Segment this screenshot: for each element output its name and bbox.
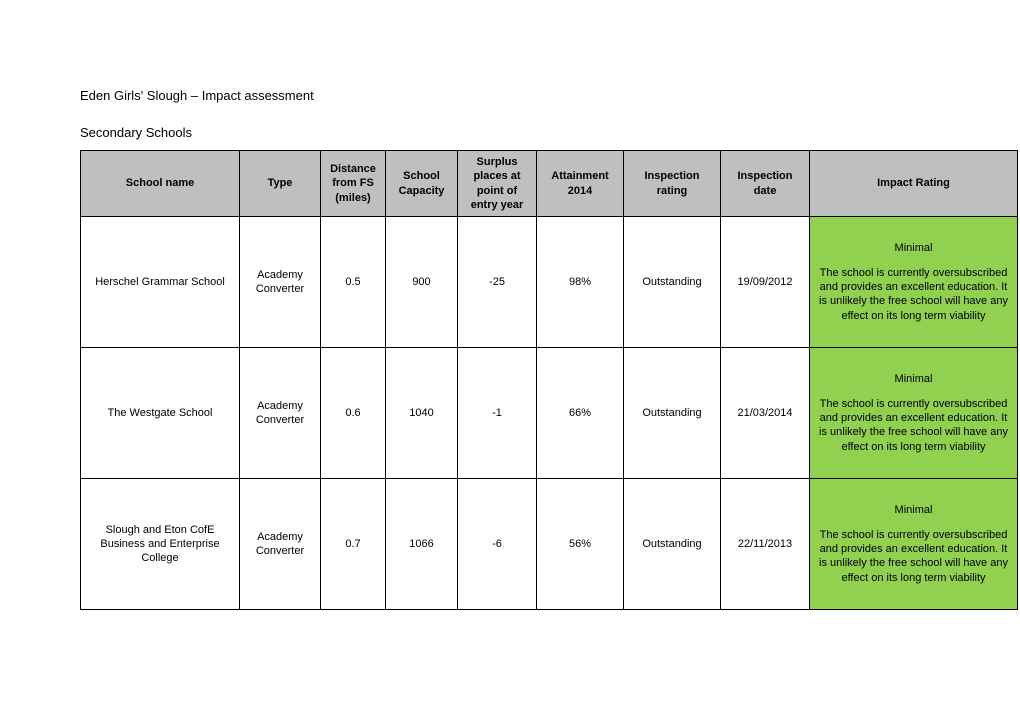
- cell-school-name: Slough and Eton CofE Business and Enterp…: [81, 479, 240, 610]
- cell-surplus: -25: [458, 217, 537, 348]
- col-attainment: Attainment 2014: [537, 151, 624, 217]
- impact-description: The school is currently oversubscribed a…: [816, 528, 1011, 585]
- col-type: Type: [240, 151, 321, 217]
- cell-distance: 0.6: [321, 348, 386, 479]
- cell-attainment: 98%: [537, 217, 624, 348]
- cell-inspection-rating: Outstanding: [624, 348, 721, 479]
- col-surplus: Surplus places at point of entry year: [458, 151, 537, 217]
- cell-impact: Minimal The school is currently oversubs…: [810, 348, 1018, 479]
- cell-attainment: 56%: [537, 479, 624, 610]
- cell-type: Academy Converter: [240, 348, 321, 479]
- cell-school-name: The Westgate School: [81, 348, 240, 479]
- col-impact: Impact Rating: [810, 151, 1018, 217]
- impact-table: School name Type Distance from FS (miles…: [80, 150, 1018, 610]
- col-inspection-date: Inspection date: [721, 151, 810, 217]
- table-row: Herschel Grammar School Academy Converte…: [81, 217, 1018, 348]
- document-page: Eden Girls' Slough – Impact assessment S…: [0, 0, 1020, 721]
- page-title: Eden Girls' Slough – Impact assessment: [80, 88, 940, 103]
- table-row: Slough and Eton CofE Business and Enterp…: [81, 479, 1018, 610]
- table-row: The Westgate School Academy Converter 0.…: [81, 348, 1018, 479]
- cell-surplus: -6: [458, 479, 537, 610]
- impact-level: Minimal: [816, 241, 1011, 255]
- impact-description: The school is currently oversubscribed a…: [816, 397, 1011, 454]
- cell-capacity: 1066: [386, 479, 458, 610]
- col-school-name: School name: [81, 151, 240, 217]
- cell-type: Academy Converter: [240, 479, 321, 610]
- cell-attainment: 66%: [537, 348, 624, 479]
- cell-capacity: 900: [386, 217, 458, 348]
- cell-inspection-date: 22/11/2013: [721, 479, 810, 610]
- cell-type: Academy Converter: [240, 217, 321, 348]
- impact-description: The school is currently oversubscribed a…: [816, 266, 1011, 323]
- impact-level: Minimal: [816, 372, 1011, 386]
- cell-inspection-rating: Outstanding: [624, 217, 721, 348]
- cell-inspection-date: 19/09/2012: [721, 217, 810, 348]
- cell-inspection-rating: Outstanding: [624, 479, 721, 610]
- cell-impact: Minimal The school is currently oversubs…: [810, 217, 1018, 348]
- impact-level: Minimal: [816, 503, 1011, 517]
- col-distance: Distance from FS (miles): [321, 151, 386, 217]
- cell-surplus: -1: [458, 348, 537, 479]
- cell-capacity: 1040: [386, 348, 458, 479]
- table-header: School name Type Distance from FS (miles…: [81, 151, 1018, 217]
- cell-distance: 0.7: [321, 479, 386, 610]
- cell-inspection-date: 21/03/2014: [721, 348, 810, 479]
- col-capacity: School Capacity: [386, 151, 458, 217]
- cell-school-name: Herschel Grammar School: [81, 217, 240, 348]
- col-inspection-rating: Inspection rating: [624, 151, 721, 217]
- cell-distance: 0.5: [321, 217, 386, 348]
- section-subtitle: Secondary Schools: [80, 125, 940, 140]
- cell-impact: Minimal The school is currently oversubs…: [810, 479, 1018, 610]
- table-body: Herschel Grammar School Academy Converte…: [81, 217, 1018, 610]
